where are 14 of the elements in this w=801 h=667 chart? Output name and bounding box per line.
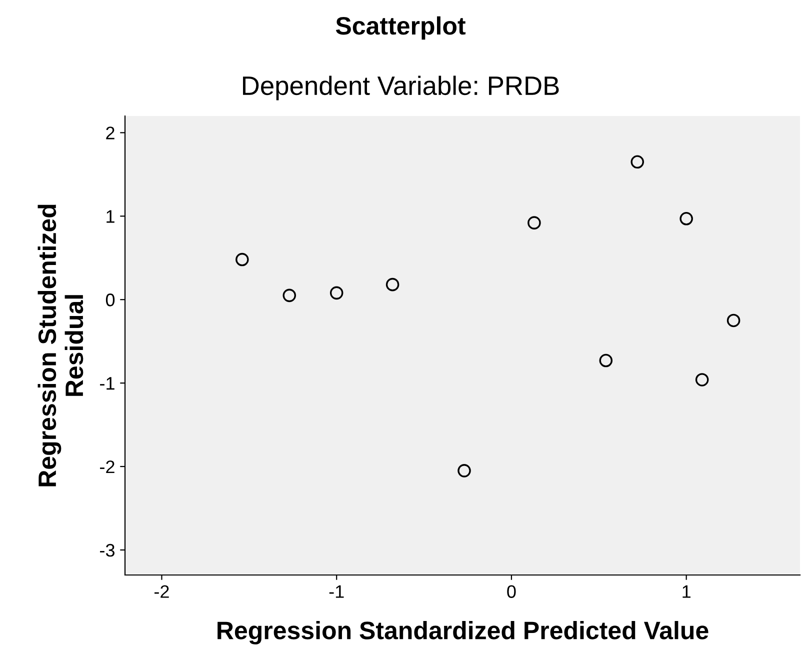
x-tick-label: 1 (682, 585, 690, 598)
y-tick-label: 2 (106, 126, 114, 140)
y-axis-title: Regression Studentized Residual (38, 204, 84, 486)
y-tick-label: -1 (100, 377, 114, 390)
x-tick-label: -2 (154, 585, 169, 598)
x-axis-title: Regression Standardized Predicted Value (218, 621, 708, 644)
x-tick-label: 0 (507, 585, 516, 598)
chart-subtitle: Dependent Variable: PRDB (243, 76, 559, 100)
y-tick-label: 0 (106, 294, 115, 306)
chart-title: Scatterplot (336, 16, 466, 40)
y-tick-label: -3 (100, 544, 114, 557)
x-tick-label: -1 (329, 585, 344, 598)
y-tick-label: -2 (100, 460, 114, 474)
y-tick-label: 1 (106, 210, 114, 223)
